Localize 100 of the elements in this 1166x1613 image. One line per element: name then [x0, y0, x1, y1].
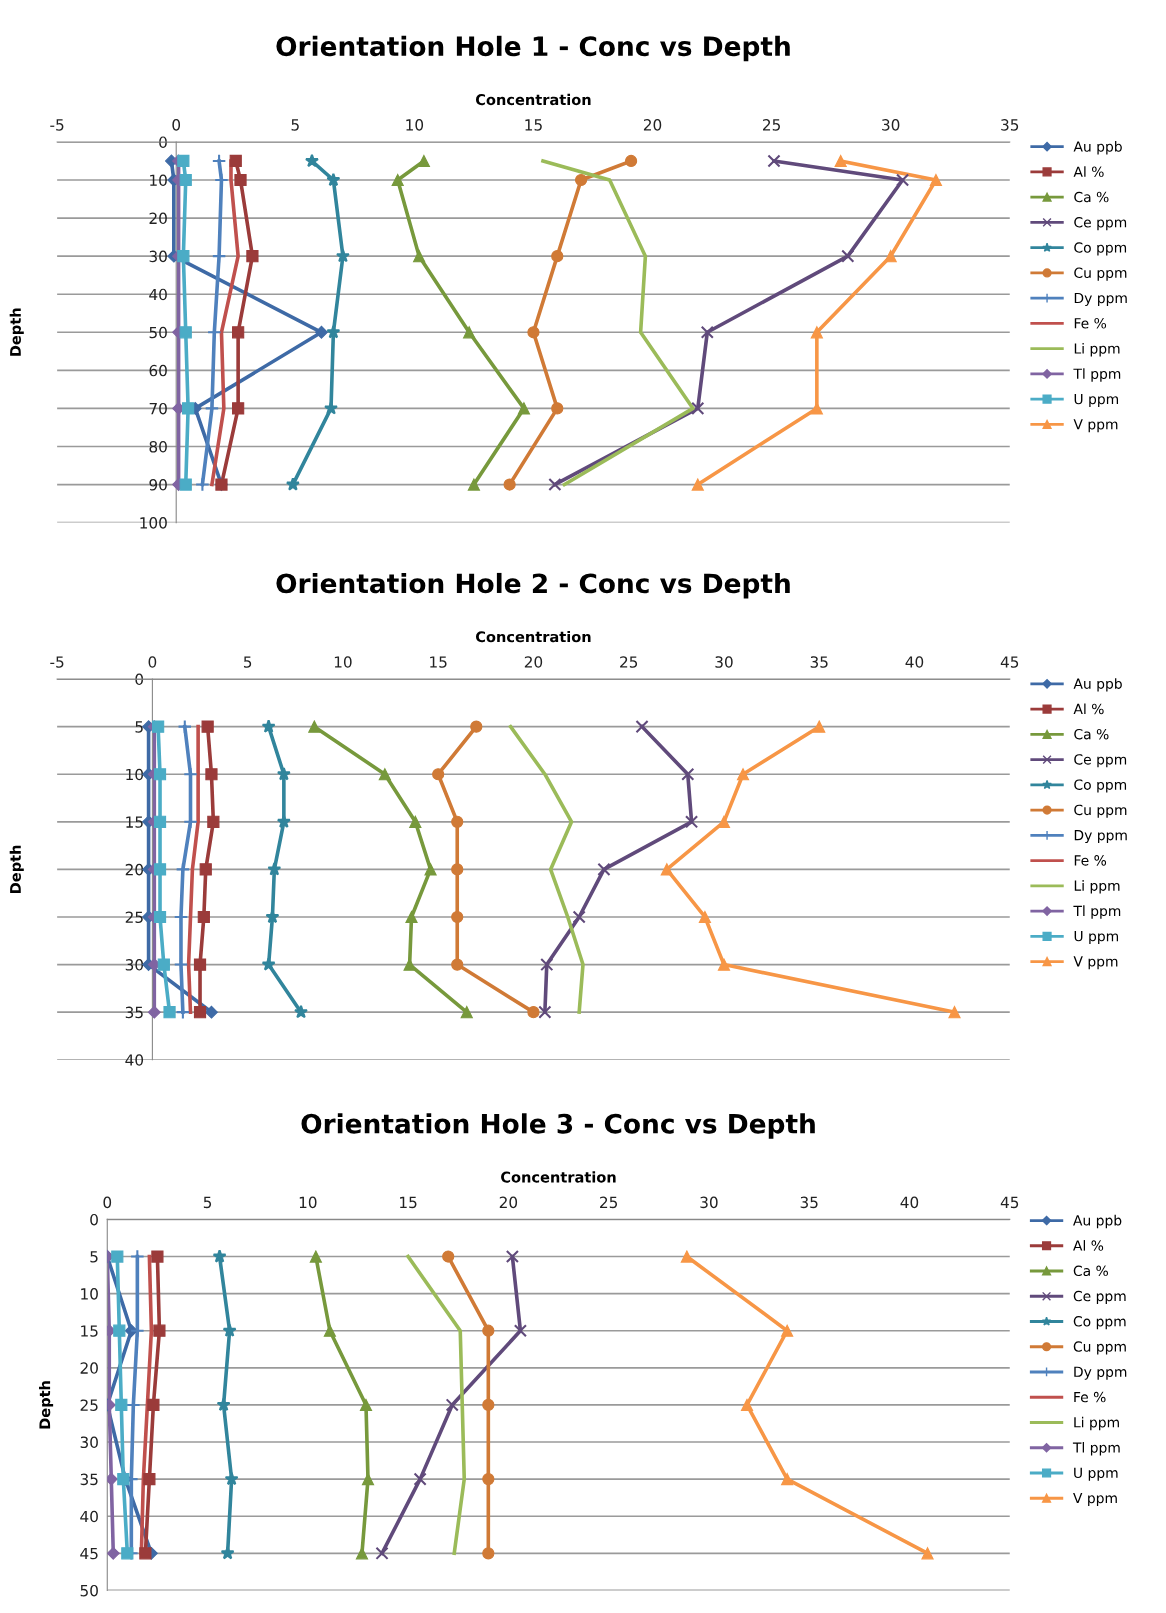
legend-label: Co ppm [1074, 779, 1127, 793]
legend-label: Tl ppm [1073, 368, 1121, 382]
x-tick-label: 25 [600, 1196, 618, 1209]
x-tick-label: 25 [620, 656, 638, 668]
x-axis-title: Concentration [501, 1171, 616, 1183]
legend-label: Li ppm [1074, 343, 1120, 357]
y-tick-label: 0 [135, 673, 144, 686]
y-tick-label: 35 [80, 1473, 98, 1486]
legend-label: U ppm [1074, 1467, 1118, 1481]
y-tick-label: 15 [81, 1325, 98, 1337]
x-tick-label: 40 [900, 1196, 919, 1209]
x-tick-label: 30 [715, 656, 733, 668]
x-tick-label: 15 [525, 119, 542, 131]
y-tick-label: 20 [80, 1362, 98, 1374]
x-axis-title: Concentration [475, 93, 591, 106]
legend-label: V ppm [1073, 956, 1118, 970]
legend-label: Au ppb [1073, 1214, 1122, 1229]
y-tick-label: 5 [90, 1251, 98, 1263]
legend-label: Au ppb [1073, 678, 1122, 692]
y-tick-label: 90 [149, 479, 167, 491]
legend-label: Co ppm [1074, 242, 1127, 256]
y-tick-label: 40 [149, 288, 167, 301]
y-tick-label: 50 [149, 326, 167, 339]
x-tick-label: 40 [905, 656, 924, 668]
y-tick-label: 70 [149, 402, 167, 415]
x-tick-label: 20 [643, 119, 662, 131]
x-tick-label: 10 [406, 119, 424, 131]
y-tick-label: 5 [135, 721, 143, 733]
legend-label: Cu ppm [1074, 804, 1127, 818]
legend-label: V ppm [1073, 419, 1118, 433]
legend-label: Al % [1073, 703, 1104, 715]
y-axis-title: Depth [9, 845, 24, 893]
legend-label: Au ppb [1073, 141, 1122, 155]
legend-label: Al % [1073, 1240, 1104, 1251]
x-tick-label: 25 [763, 119, 780, 131]
y-tick-label: 20 [125, 863, 144, 876]
x-tick-label: 15 [430, 656, 447, 668]
y-tick-label: 0 [90, 1213, 98, 1226]
legend-label: Ce ppm [1074, 217, 1127, 231]
y-tick-label: 10 [126, 768, 144, 781]
y-axis-title: Depth [39, 1381, 54, 1429]
y-tick-label: 40 [80, 1510, 98, 1523]
legend-label: Tl ppm [1072, 1442, 1120, 1456]
x-axis-title: Concentration [475, 630, 591, 643]
y-tick-label: 40 [125, 1054, 144, 1066]
legend-label: Al % [1073, 166, 1104, 178]
x-tick-label: 0 [103, 1196, 112, 1209]
x-tick-label: 35 [1001, 119, 1019, 131]
y-tick-label: 60 [149, 364, 167, 377]
legend-label: Co ppm [1073, 1316, 1126, 1330]
legend-label: Li ppm [1074, 1416, 1119, 1431]
x-tick-label: 35 [810, 656, 828, 668]
legend-label: Fe % [1074, 317, 1107, 329]
x-tick-label: 5 [243, 656, 252, 668]
legend-label: Dy ppm [1074, 292, 1127, 306]
chart-title: Orientation Hole 2 - Conc vs Depth [276, 572, 790, 599]
y-tick-label: 30 [80, 1436, 98, 1449]
chart-title: Orientation Hole 3 - Conc vs Depth [301, 1113, 815, 1139]
y-tick-label: 25 [80, 1399, 98, 1411]
y-tick-label: 100 [140, 517, 167, 529]
legend-label: U ppm [1074, 393, 1119, 407]
legend-label: Cu ppm [1073, 1341, 1126, 1355]
x-tick-label: 0 [172, 119, 181, 131]
y-tick-label: 20 [149, 212, 167, 225]
y-tick-label: 35 [125, 1006, 143, 1019]
x-tick-label: 30 [882, 119, 900, 131]
x-tick-label: -5 [50, 119, 64, 131]
y-tick-label: 10 [81, 1288, 98, 1300]
x-tick-label: 30 [700, 1196, 718, 1209]
y-tick-label: 25 [125, 911, 143, 924]
x-tick-label: 10 [334, 656, 352, 668]
x-tick-label: 5 [203, 1196, 212, 1209]
y-tick-label: 30 [149, 250, 167, 263]
y-tick-label: 0 [159, 136, 167, 148]
y-tick-label: 15 [126, 816, 143, 828]
y-tick-label: 10 [150, 174, 167, 187]
legend-label: V ppm [1073, 1492, 1117, 1506]
x-tick-label: 45 [1000, 656, 1019, 668]
legend-label: U ppm [1074, 931, 1119, 945]
legend-label: Li ppm [1074, 880, 1120, 894]
legend-label: Cu ppm [1074, 267, 1127, 281]
legend-label: Ca % [1074, 191, 1109, 203]
y-tick-label: 30 [125, 959, 144, 971]
x-tick-label: 20 [524, 656, 543, 668]
y-tick-label: 45 [80, 1547, 98, 1560]
x-tick-label: -5 [50, 656, 64, 668]
chart-title: Orientation Hole 1 - Conc vs Depth [276, 35, 790, 62]
x-tick-label: 35 [800, 1196, 818, 1209]
y-tick-label: 50 [80, 1584, 98, 1597]
x-tick-label: 20 [499, 1196, 518, 1209]
y-axis-title: Depth [9, 308, 24, 356]
x-tick-label: 10 [299, 1196, 317, 1209]
x-tick-label: 5 [291, 119, 299, 131]
legend-label: Ce ppm [1073, 1290, 1126, 1305]
x-tick-label: 45 [1000, 1196, 1019, 1209]
legend-label: Fe % [1074, 855, 1107, 866]
legend-label: Fe % [1074, 1391, 1106, 1403]
legend-label: Tl ppm [1073, 905, 1121, 919]
legend-label: Dy ppm [1074, 830, 1127, 844]
legend-label: Ca % [1074, 728, 1109, 740]
